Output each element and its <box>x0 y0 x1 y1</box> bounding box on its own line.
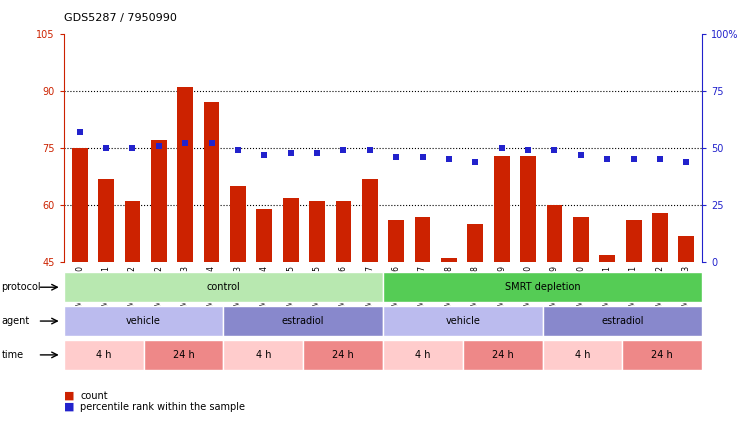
Point <box>126 145 138 151</box>
Text: 24 h: 24 h <box>173 350 195 360</box>
Point <box>496 145 508 151</box>
Bar <box>336 201 351 423</box>
Bar <box>547 205 562 423</box>
Bar <box>467 224 483 423</box>
Text: 4 h: 4 h <box>415 350 430 360</box>
Bar <box>441 258 457 423</box>
Bar <box>125 201 140 423</box>
Bar <box>204 102 219 423</box>
Point <box>258 151 270 158</box>
Point <box>74 129 86 135</box>
Text: ■: ■ <box>64 390 74 401</box>
Point <box>285 149 297 156</box>
Point <box>232 147 244 154</box>
Point <box>654 156 666 163</box>
Point <box>337 147 349 154</box>
Point <box>206 140 218 147</box>
Bar <box>98 179 114 423</box>
Point <box>469 158 481 165</box>
Bar <box>599 255 615 423</box>
Text: 24 h: 24 h <box>492 350 514 360</box>
Point <box>363 147 376 154</box>
Point <box>602 156 614 163</box>
Text: percentile rank within the sample: percentile rank within the sample <box>80 402 246 412</box>
Text: agent: agent <box>2 316 30 326</box>
Bar <box>151 140 167 423</box>
Point <box>522 147 534 154</box>
Text: 4 h: 4 h <box>575 350 590 360</box>
Bar <box>283 198 299 423</box>
Point <box>548 147 560 154</box>
Bar <box>626 220 641 423</box>
Bar <box>72 148 88 423</box>
Text: 24 h: 24 h <box>651 350 673 360</box>
Bar <box>494 156 510 423</box>
Bar <box>678 236 694 423</box>
Bar <box>573 217 589 423</box>
Text: estradiol: estradiol <box>282 316 324 326</box>
Text: protocol: protocol <box>2 282 41 292</box>
Text: control: control <box>207 282 240 292</box>
Text: vehicle: vehicle <box>126 316 161 326</box>
Point <box>179 140 192 147</box>
Bar <box>362 179 378 423</box>
Point <box>628 156 640 163</box>
Bar <box>652 213 668 423</box>
Text: GDS5287 / 7950990: GDS5287 / 7950990 <box>64 13 176 23</box>
Bar <box>230 186 246 423</box>
Text: 4 h: 4 h <box>255 350 271 360</box>
Text: time: time <box>2 350 23 360</box>
Point <box>311 149 323 156</box>
Point <box>417 154 429 161</box>
Bar <box>415 217 430 423</box>
Text: count: count <box>80 390 108 401</box>
Text: estradiol: estradiol <box>601 316 644 326</box>
Point <box>680 158 692 165</box>
Bar <box>177 87 193 423</box>
Bar <box>388 220 404 423</box>
Point <box>152 143 164 149</box>
Point <box>391 154 403 161</box>
Text: 24 h: 24 h <box>332 350 354 360</box>
Text: SMRT depletion: SMRT depletion <box>505 282 581 292</box>
Text: ■: ■ <box>64 402 74 412</box>
Bar <box>256 209 272 423</box>
Point <box>443 156 455 163</box>
Bar <box>309 201 325 423</box>
Text: 4 h: 4 h <box>96 350 111 360</box>
Point <box>100 145 112 151</box>
Bar <box>520 156 536 423</box>
Point <box>575 151 587 158</box>
Text: vehicle: vehicle <box>445 316 480 326</box>
